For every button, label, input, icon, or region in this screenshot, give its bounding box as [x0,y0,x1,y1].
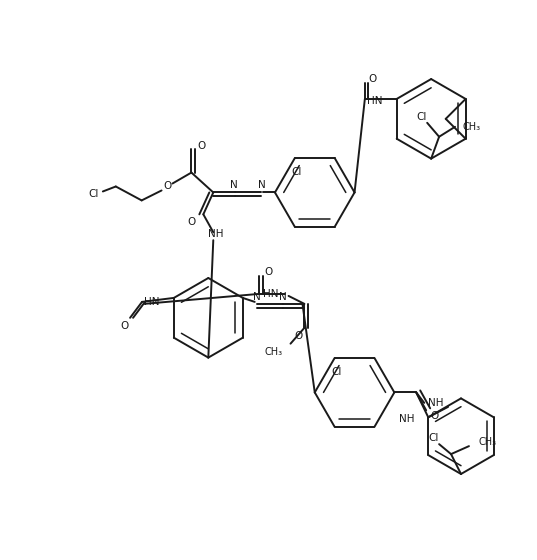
Text: NH: NH [429,398,444,408]
Text: CH₃: CH₃ [479,437,497,447]
Text: O: O [369,74,377,84]
Text: NH: NH [399,414,415,424]
Text: HN: HN [367,96,383,106]
Text: N: N [253,292,260,302]
Text: O: O [187,217,195,227]
Text: HN: HN [263,289,279,299]
Text: HN: HN [144,297,160,307]
Text: Cl: Cl [331,367,342,377]
Text: N: N [258,180,266,190]
Text: O: O [163,181,172,192]
Text: N: N [279,292,286,302]
Text: Cl: Cl [89,189,99,199]
Text: N: N [230,180,238,190]
Text: CH₃: CH₃ [264,347,282,357]
Text: Cl: Cl [292,167,302,177]
Text: O: O [294,331,303,340]
Text: O: O [430,411,438,421]
Text: CH₃: CH₃ [463,122,481,132]
Text: O: O [120,321,128,331]
Text: Cl: Cl [416,112,426,122]
Text: O: O [197,141,206,151]
Text: NH: NH [207,229,223,239]
Text: O: O [265,267,273,277]
Text: Cl: Cl [428,433,438,443]
